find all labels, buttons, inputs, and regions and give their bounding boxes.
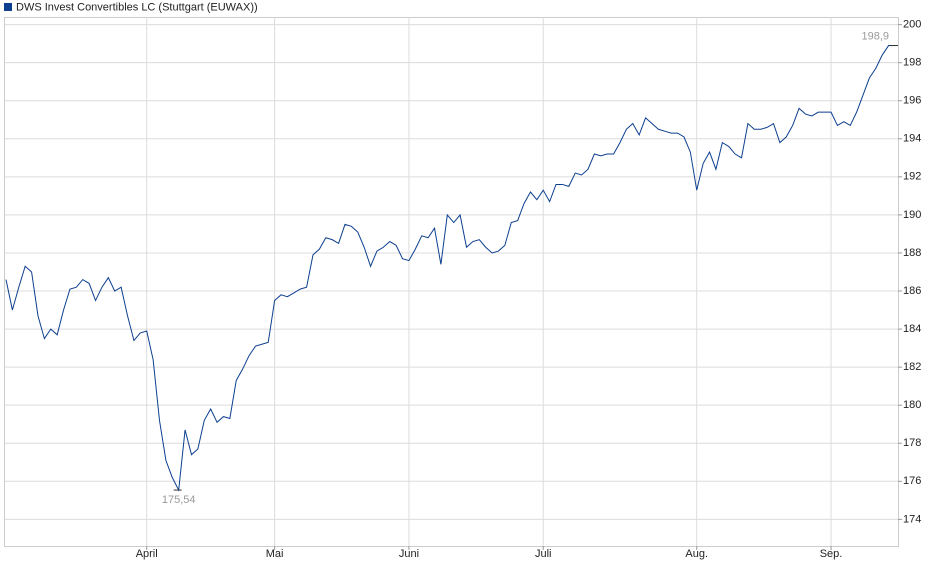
y-tick-label: 192 bbox=[903, 171, 921, 183]
y-tick-label: 196 bbox=[903, 95, 921, 107]
y-tick-label: 188 bbox=[903, 247, 921, 259]
x-tick-label: Mai bbox=[266, 548, 284, 560]
legend-label: DWS Invest Convertibles LC (Stuttgart (E… bbox=[16, 1, 258, 13]
price-line bbox=[5, 45, 895, 492]
legend-swatch bbox=[4, 3, 12, 11]
x-tick-label: Sep. bbox=[820, 548, 843, 560]
y-tick-label: 198 bbox=[903, 57, 921, 69]
y-tick-label: 184 bbox=[903, 323, 921, 335]
value-label: 198,9 bbox=[861, 30, 889, 42]
x-tick-label: Juni bbox=[399, 548, 419, 560]
y-tick-label: 190 bbox=[903, 209, 921, 221]
y-tick-label: 182 bbox=[903, 361, 921, 373]
plot-frame bbox=[4, 17, 899, 547]
y-tick-label: 200 bbox=[903, 19, 921, 31]
y-tick-label: 180 bbox=[903, 399, 921, 411]
x-tick-label: April bbox=[136, 548, 158, 560]
x-tick-label: Aug. bbox=[685, 548, 708, 560]
y-tick-label: 186 bbox=[903, 285, 921, 297]
y-tick-label: 176 bbox=[903, 475, 921, 487]
value-label: 175,54 bbox=[162, 494, 196, 506]
y-tick-label: 178 bbox=[903, 437, 921, 449]
y-tick-label: 194 bbox=[903, 133, 921, 145]
x-tick-label: Juli bbox=[535, 548, 552, 560]
y-tick-label: 174 bbox=[903, 513, 921, 525]
